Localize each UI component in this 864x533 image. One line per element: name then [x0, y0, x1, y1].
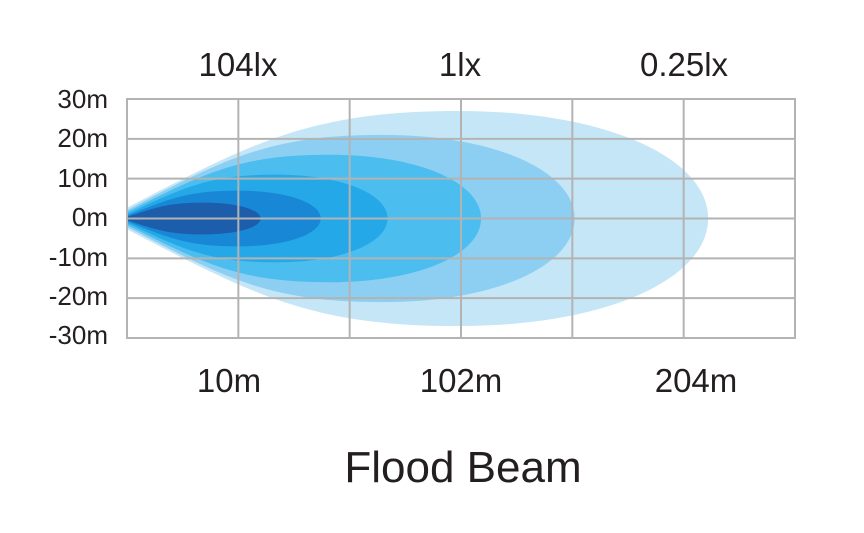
- y-tick-label: 0m: [72, 202, 108, 232]
- plot-frame: [126, 98, 796, 339]
- y-tick-label: -20m: [49, 281, 108, 311]
- grid: [126, 98, 796, 339]
- y-tick-label: -10m: [49, 242, 108, 272]
- top-axis-labels: 104lx 1lx 0.25lx: [199, 46, 729, 83]
- lux-label: 1lx: [439, 46, 482, 83]
- chart-title: Flood Beam: [344, 443, 581, 492]
- x-tick-label: 204m: [655, 362, 738, 399]
- y-tick-label: 10m: [57, 163, 108, 193]
- x-axis-labels: 10m 102m 204m: [197, 362, 737, 399]
- y-tick-label: 20m: [57, 123, 108, 153]
- y-axis-labels: 30m 20m 10m 0m -10m -20m -30m: [49, 84, 108, 350]
- y-tick-label: -30m: [49, 320, 108, 350]
- y-tick-label: 30m: [57, 84, 108, 114]
- lux-label: 0.25lx: [640, 46, 729, 83]
- x-tick-label: 10m: [197, 362, 261, 399]
- lux-label: 104lx: [199, 46, 278, 83]
- x-tick-label: 102m: [420, 362, 503, 399]
